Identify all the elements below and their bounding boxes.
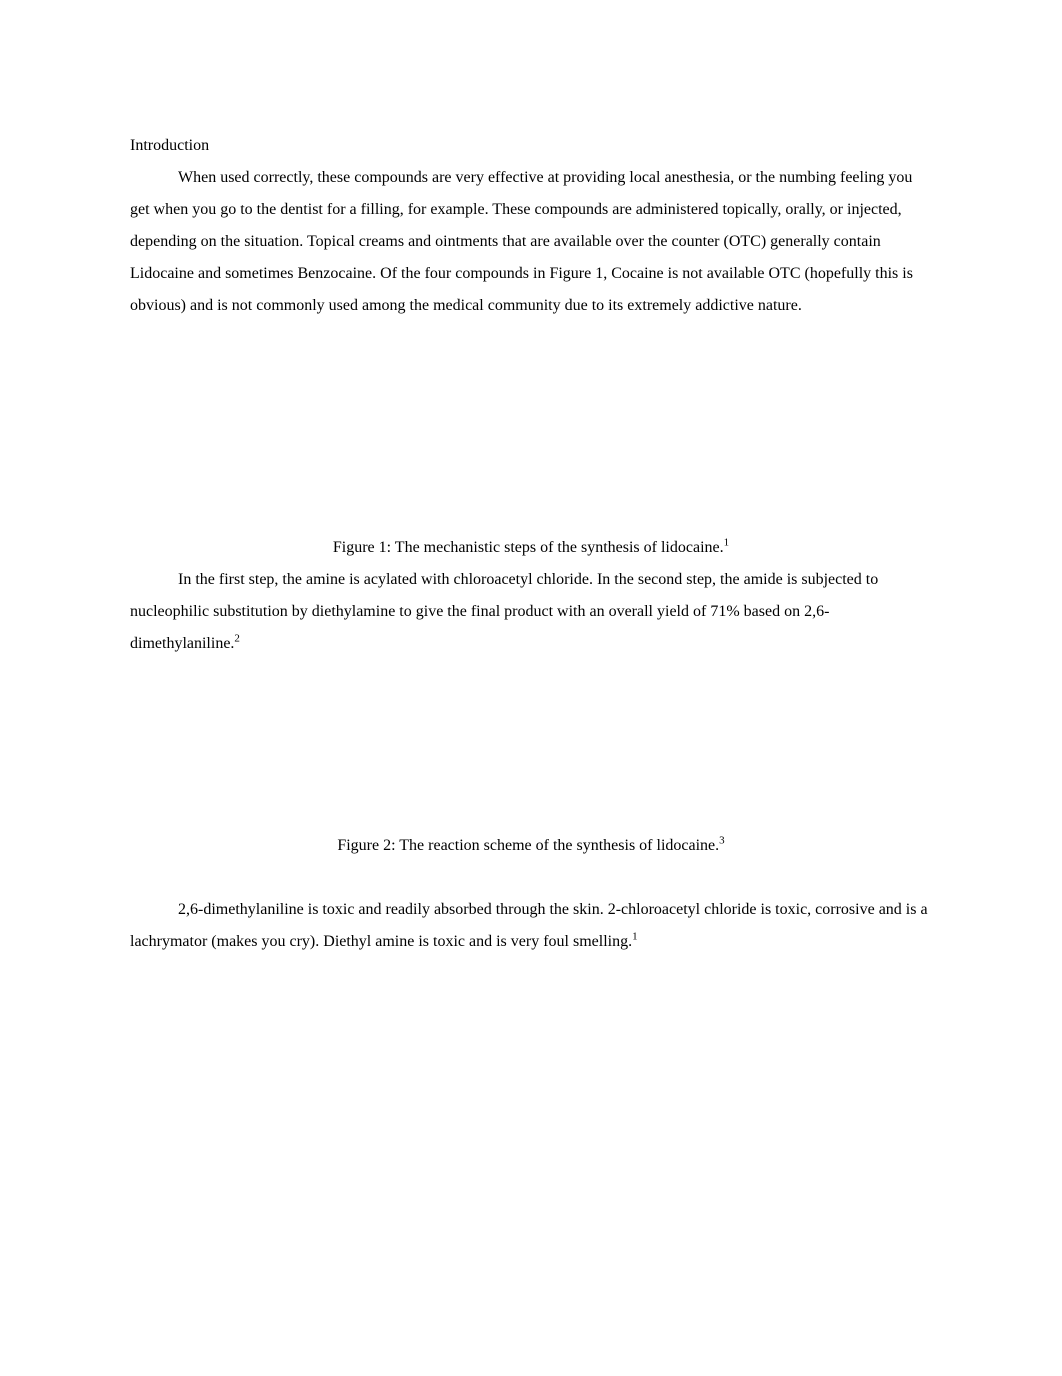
figure-1-caption-ref: 1 bbox=[724, 537, 730, 549]
section-heading: Introduction bbox=[130, 130, 932, 162]
step-paragraph: In the first step, the amine is acylated… bbox=[130, 564, 932, 660]
figure-2-placeholder bbox=[130, 660, 932, 830]
spacing-gap bbox=[130, 862, 932, 894]
figure-2-caption-ref: 3 bbox=[719, 835, 725, 847]
figure-1-placeholder bbox=[130, 322, 932, 532]
hazards-paragraph: 2,6-dimethylaniline is toxic and readily… bbox=[130, 894, 932, 958]
hazards-paragraph-text: 2,6-dimethylaniline is toxic and readily… bbox=[130, 901, 928, 950]
step-paragraph-text: In the first step, the amine is acylated… bbox=[130, 571, 878, 652]
figure-2-caption-text: Figure 2: The reaction scheme of the syn… bbox=[337, 837, 719, 854]
step-paragraph-ref: 2 bbox=[234, 633, 240, 645]
figure-1-caption-text: Figure 1: The mechanistic steps of the s… bbox=[333, 539, 724, 556]
figure-1-caption: Figure 1: The mechanistic steps of the s… bbox=[130, 532, 932, 564]
hazards-paragraph-ref: 1 bbox=[632, 931, 638, 943]
intro-paragraph: When used correctly, these compounds are… bbox=[130, 162, 932, 322]
figure-2-caption: Figure 2: The reaction scheme of the syn… bbox=[130, 830, 932, 862]
